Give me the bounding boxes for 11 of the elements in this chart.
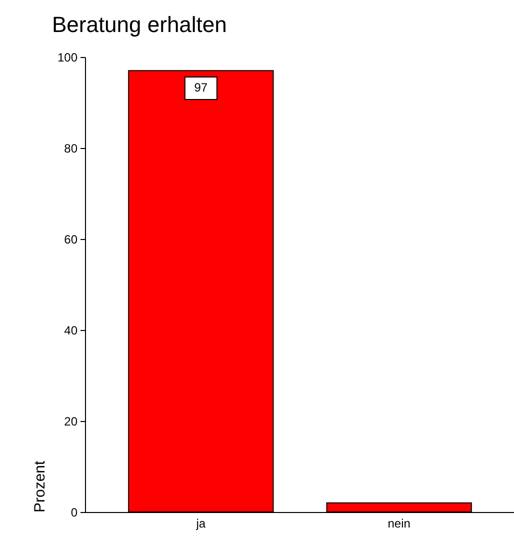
- chart-title: Beratung erhalten: [52, 12, 227, 37]
- y-tick-label: 60: [64, 232, 78, 246]
- y-tick-label: 80: [64, 142, 78, 156]
- y-tick-label: 0: [70, 506, 78, 520]
- y-tick-label: 40: [64, 324, 78, 338]
- x-tick-label: ja: [195, 516, 206, 530]
- y-axis-title: Prozent: [31, 460, 48, 512]
- data-label: 97: [194, 80, 208, 95]
- y-tick-label: 100: [57, 50, 78, 64]
- y-tick-label: 20: [64, 414, 78, 428]
- x-tick-label: nein: [388, 516, 410, 530]
